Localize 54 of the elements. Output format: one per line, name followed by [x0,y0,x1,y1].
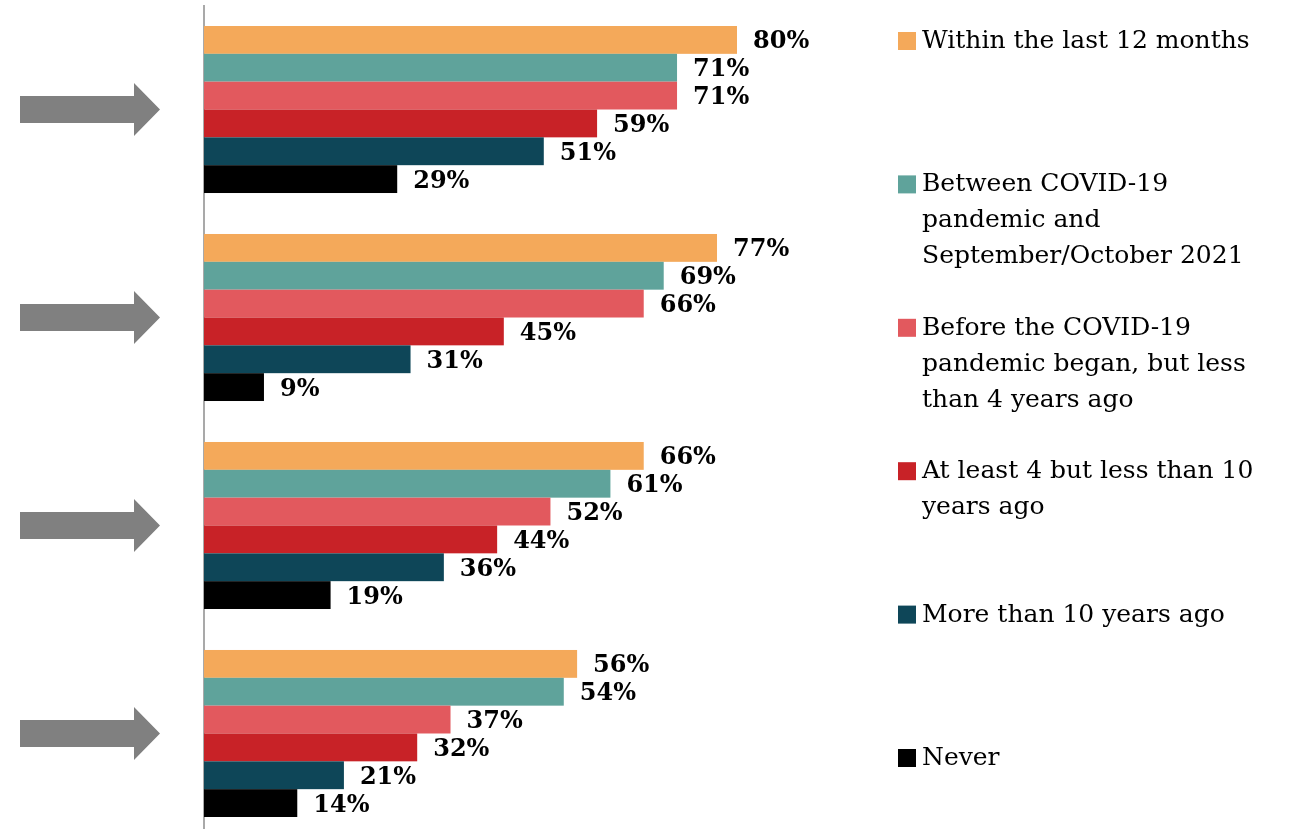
data-label: 19% [346,580,403,610]
data-label: 44% [513,524,570,554]
legend-label: Within the last 12 months [922,24,1250,54]
legend-label: Before the COVID-19 pandemic began, but less than 4 years ago [922,311,1246,413]
bar [204,233,718,262]
data-label: 61% [626,469,683,499]
data-label: 31% [426,344,483,374]
data-label: 71% [693,53,750,83]
bar [204,109,598,138]
data-label: 56% [593,649,650,679]
data-label: 71% [693,81,750,111]
bar [204,261,664,290]
legend-label: At least 4 but less than 10 years ago [921,454,1254,520]
bar [204,137,544,166]
legend-label: Between COVID-19 pandemic and September/October 2021 [922,167,1244,269]
bar [204,26,737,54]
bar [204,373,264,402]
data-label: 37% [466,705,523,735]
bar [204,317,504,346]
bar [204,165,398,194]
bar [204,581,331,610]
legend-label: Never [922,741,1000,771]
data-label: 52% [566,497,623,527]
bar [204,469,611,498]
data-label: 21% [359,760,417,790]
data-label: 9% [279,372,320,402]
bar [204,289,644,318]
bar [204,553,444,582]
data-label: 54% [579,677,637,707]
data-label: 51% [559,136,617,166]
data-label: 45% [519,316,577,346]
bar [204,733,418,762]
bar [204,81,678,110]
bar [204,441,644,470]
data-label: 32% [433,732,490,762]
data-label: 66% [659,441,717,471]
legend-label: More than 10 years ago [922,598,1225,628]
bar [204,789,298,817]
bar [204,677,564,706]
bar [204,53,678,82]
bar [204,525,498,554]
bar [204,345,411,374]
data-label: 14% [313,788,370,818]
bar [204,649,578,678]
bar [204,761,344,790]
bar [204,705,451,734]
data-label: 36% [459,552,517,582]
data-label: 59% [613,108,670,138]
data-label: 29% [413,164,470,194]
data-label: 80% [753,25,810,55]
data-label: 77% [733,233,790,263]
data-label: 69% [679,261,737,291]
bar [204,497,551,526]
data-label: 66% [659,289,717,319]
